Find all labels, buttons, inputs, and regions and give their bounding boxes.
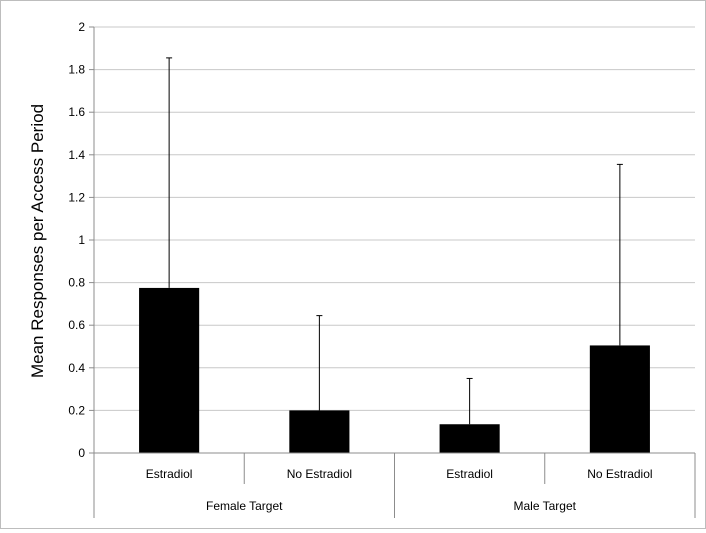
x-tick-label: Estradiol <box>146 467 193 481</box>
y-tick-label: 0.6 <box>68 318 85 332</box>
y-tick-label: 1.6 <box>68 105 85 119</box>
error-bars <box>166 57 623 425</box>
x-axis: Estradiol No Estradiol Female Target Estrad… <box>93 27 696 518</box>
y-tick-label: 1.4 <box>68 148 85 162</box>
y-tick-label: 0 <box>78 446 85 460</box>
y-axis-label: Mean Responses per Access Period <box>28 104 47 378</box>
y-tick-label: 1.8 <box>68 63 85 77</box>
y-tick-label: 2 <box>78 20 85 34</box>
bar <box>139 287 200 453</box>
y-tick-label: 0.8 <box>68 276 85 290</box>
bar <box>439 424 500 453</box>
y-tick-label: 1.2 <box>68 190 85 204</box>
y-tick-label: 0.4 <box>68 361 85 375</box>
y-tick-labels: 0 0.2 0.4 0.6 0.8 1 1.2 1.4 1.6 1.8 2 <box>68 20 85 460</box>
bar <box>589 345 650 453</box>
group-label: Female Target <box>206 499 283 513</box>
x-tick-label: No Estradiol <box>287 467 352 481</box>
bars <box>139 287 650 453</box>
y-tick-label: 1 <box>78 233 85 247</box>
x-tick-label: Estradiol <box>446 467 493 481</box>
y-tick-label: 0.2 <box>68 403 85 417</box>
x-tick-label: No Estradiol <box>587 467 652 481</box>
bar <box>289 410 350 453</box>
group-label: Male Target <box>514 499 577 513</box>
